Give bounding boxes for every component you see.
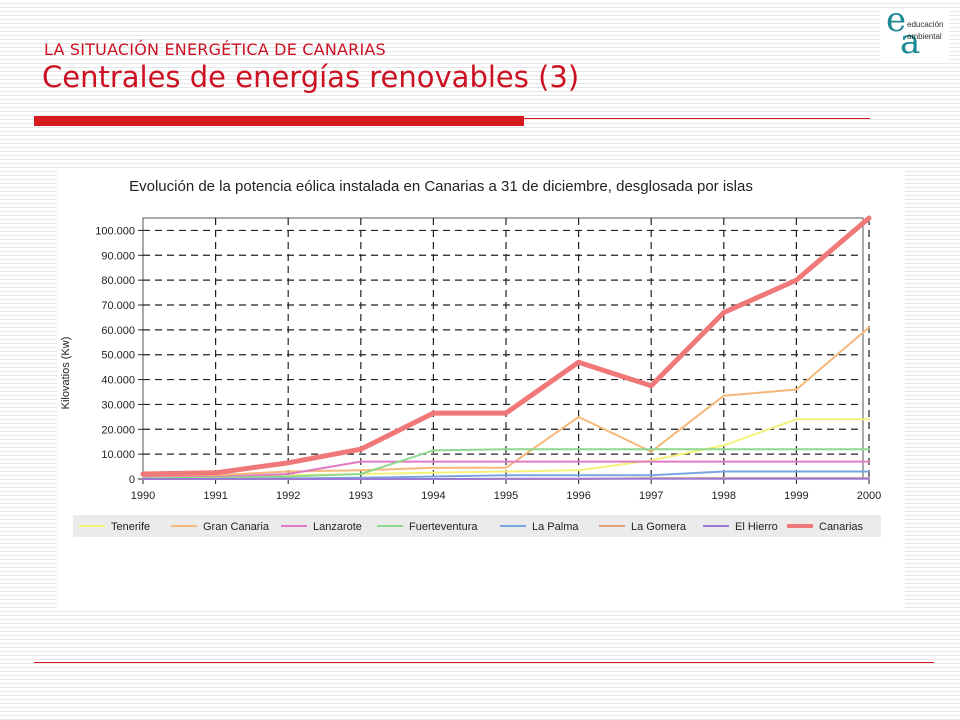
- series-line-gran-canaria: [142, 326, 870, 478]
- legend-label: Tenerife: [111, 521, 150, 533]
- x-tick-label: 1993: [349, 490, 373, 502]
- y-tick-label: 20.000: [101, 424, 135, 436]
- slide-supertitle: LA SITUACIÓN ENERGÉTICA DE CANARIAS: [44, 40, 386, 59]
- legend-label: Gran Canaria: [203, 521, 270, 533]
- y-tick-label: 70.000: [101, 300, 135, 312]
- series-line-fuerteventura: [142, 448, 870, 480]
- chart-legend: Tenerife Gran Canaria Lanzarote Fuerteventu…: [73, 515, 881, 537]
- title-underline-thick: [34, 116, 524, 126]
- x-tick-label: 1990: [131, 490, 155, 502]
- y-tick-label: 0: [129, 474, 135, 486]
- x-tick-label: 2000: [857, 490, 881, 502]
- plot-area: [142, 217, 864, 480]
- x-tick-label: 1999: [784, 490, 808, 502]
- y-tick-label: 60.000: [101, 325, 135, 337]
- y-tick-label: 80.000: [101, 275, 135, 287]
- legend-box: [73, 515, 881, 537]
- x-tick-label: 1991: [203, 490, 227, 502]
- chart-panel: Evolución de la potencia eólica instalad…: [57, 168, 905, 610]
- educacion-ambiental-logo: e a educación ambiental: [880, 0, 950, 62]
- x-tick-label: 1992: [276, 490, 300, 502]
- logo-letter-e: e: [886, 0, 907, 40]
- logo-letter-a: a: [900, 22, 921, 62]
- legend-label: Canarias: [819, 521, 864, 533]
- chart-axes: 0 10.000 20.000 30.000 40.000 50.000 60.000 70.…: [95, 225, 881, 502]
- y-tick-label: 90.000: [101, 250, 135, 262]
- wind-power-line-chart: Evolución de la potencia eólica instalad…: [60, 178, 881, 537]
- chart-grid: [142, 217, 870, 480]
- series-line-canarias: [140, 215, 872, 477]
- y-tick-label: 30.000: [101, 399, 135, 411]
- y-tick-label: 50.000: [101, 350, 135, 362]
- y-tick-label: 40.000: [101, 375, 135, 387]
- chart-y-axis-label: Kilovatios (Kw): [60, 337, 72, 410]
- x-tick-label: 1997: [639, 490, 663, 502]
- legend-label: La Palma: [532, 521, 579, 533]
- legend-label: Lanzarote: [313, 521, 362, 533]
- logo-text-line1: educación: [907, 20, 944, 29]
- legend-label: La Gomera: [631, 521, 687, 533]
- slide-title: Centrales de energías renovables (3): [42, 60, 580, 94]
- series-line-lanzarote: [142, 460, 870, 479]
- legend-label: El Hierro: [735, 521, 778, 533]
- title-underline-thin: [524, 118, 870, 119]
- chart-title: Evolución de la potencia eólica instalad…: [129, 178, 753, 195]
- y-tick-label: 100.000: [95, 225, 135, 237]
- x-tick-label: 1998: [712, 490, 736, 502]
- x-tick-label: 1996: [566, 490, 590, 502]
- x-tick-label: 1995: [494, 490, 518, 502]
- legend-label: Fuerteventura: [409, 521, 478, 533]
- chart-series: [140, 215, 872, 480]
- logo-text-line2: ambiental: [907, 32, 942, 41]
- y-tick-label: 10.000: [101, 449, 135, 461]
- footer-rule: [34, 662, 934, 663]
- x-tick-label: 1994: [421, 490, 445, 502]
